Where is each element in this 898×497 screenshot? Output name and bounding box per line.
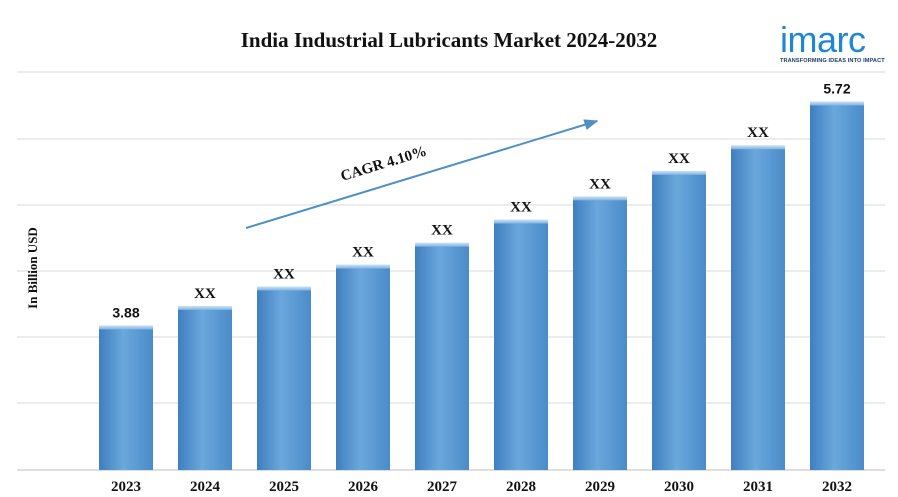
bar-2025	[257, 286, 311, 470]
x-tick-2025: 2025	[269, 479, 299, 495]
data-labels: 3.88 XX XX XX XX XX XX XX XX 5.72	[112, 80, 850, 320]
bar-2030	[652, 170, 706, 471]
data-label-2030: XX	[668, 151, 690, 167]
bar-body	[336, 265, 390, 470]
bar-2031	[731, 145, 785, 471]
y-axis-label: In Billion USD	[25, 227, 40, 309]
logo-wordmark: imarc	[780, 19, 866, 60]
data-label-2031: XX	[747, 125, 769, 141]
x-tick-2028: 2028	[506, 479, 536, 495]
x-tick-2024: 2024	[190, 479, 221, 495]
bar-body	[99, 326, 153, 470]
x-tick-2029: 2029	[585, 479, 615, 495]
data-label-2028: XX	[510, 199, 532, 215]
bar-2027	[415, 242, 469, 470]
data-label-2029: XX	[589, 176, 611, 192]
bars	[99, 101, 864, 471]
x-tick-2030: 2030	[664, 479, 694, 495]
bar-2026	[336, 264, 390, 470]
bar-body	[257, 287, 311, 470]
bar-body	[731, 146, 785, 471]
x-tick-2032: 2032	[822, 479, 852, 495]
bar-body	[810, 102, 864, 470]
cagr-label: CAGR 4.10%	[339, 143, 429, 184]
bar-body	[178, 306, 232, 470]
data-label-2026: XX	[352, 245, 374, 261]
bar-body	[415, 243, 469, 470]
x-tick-labels: 2023 2024 2025 2026 2027 2028 2029 2030 2031 2032	[111, 479, 852, 495]
chart-title: India Industrial Lubricants Market 2024-…	[240, 28, 658, 52]
bar-cap	[810, 101, 864, 106]
bar-cap	[415, 242, 469, 247]
bar-cap	[99, 325, 153, 330]
bar-cap	[731, 145, 785, 150]
bar-body	[494, 220, 548, 470]
imarc-logo: imarc TRANSFORMING IDEAS INTO IMPACT	[780, 14, 892, 66]
logo-tagline: TRANSFORMING IDEAS INTO IMPACT	[780, 58, 885, 64]
bar-cap	[178, 305, 232, 310]
x-tick-2027: 2027	[427, 479, 458, 495]
bar-2028	[494, 219, 548, 470]
bar-2024	[178, 305, 232, 470]
x-tick-2023: 2023	[111, 479, 141, 495]
data-label-2025: XX	[273, 266, 295, 282]
bar-cap	[652, 170, 706, 175]
bar-cap	[494, 219, 548, 224]
cagr-arrow	[245, 119, 599, 229]
x-tick-2031: 2031	[743, 479, 773, 495]
data-label-2024: XX	[194, 286, 216, 302]
bar-cap	[257, 286, 311, 291]
x-tick-2026: 2026	[348, 479, 379, 495]
bar-cap	[573, 196, 627, 201]
data-label-2032: 5.72	[823, 80, 850, 96]
bar-2029	[573, 196, 627, 471]
bar-2032	[810, 101, 864, 470]
data-label-2023: 3.88	[112, 304, 139, 320]
bar-body	[652, 171, 706, 471]
bar-body	[573, 197, 627, 471]
bar-cap	[336, 264, 390, 269]
data-label-2027: XX	[431, 223, 453, 239]
bar-2023	[99, 325, 153, 470]
